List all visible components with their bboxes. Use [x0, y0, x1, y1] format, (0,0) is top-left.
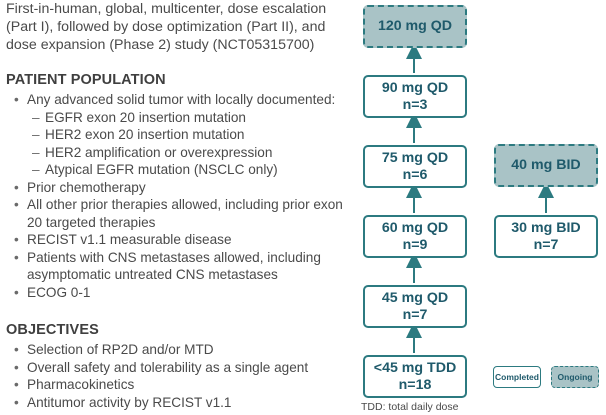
cohort-60-qd: 60 mg QD n=9	[363, 215, 467, 258]
cohort-n: n=3	[402, 96, 428, 113]
cohort-90-qd: 90 mg QD n=3	[363, 75, 467, 118]
study-description: First-in-human, global, multicenter, dos…	[6, 1, 327, 53]
cohort-dose: 30 mg BID	[511, 219, 581, 236]
cohort-n: n=6	[402, 166, 428, 183]
footnote: TDD: total daily dose	[361, 401, 459, 413]
cohort-dose: 45 mg QD	[381, 289, 449, 306]
list-item: Selection of RP2D and/or MTD	[14, 341, 354, 359]
sub-list-item: HER2 exon 20 insertion mutation	[14, 126, 354, 144]
cohort-dose: 90 mg QD	[381, 79, 449, 96]
cohort-45-qd: 45 mg QD n=7	[363, 285, 467, 328]
list-item: Pharmacokinetics	[14, 376, 354, 394]
cohort-40-bid: 40 mg BID	[494, 144, 598, 187]
sub-list-item: HER2 amplification or overexpression	[14, 144, 354, 162]
cohort-dose: 120 mg QD	[377, 18, 453, 34]
list-item: RECIST v1.1 measurable disease	[14, 231, 354, 249]
list-item: Prior chemotherapy	[14, 179, 354, 197]
cohort-dose: 40 mg BID	[511, 157, 581, 173]
cohort-n: n=9	[402, 236, 428, 253]
objectives-list: Selection of RP2D and/or MTDOverall safe…	[14, 341, 354, 411]
legend-completed: Completed	[493, 366, 541, 388]
list-item: ECOG 0-1	[14, 284, 354, 302]
list-item: Overall safety and tolerability as a sin…	[14, 359, 354, 377]
cohort-120-qd: 120 mg QD	[363, 5, 467, 48]
cohort-dose: 75 mg QD	[381, 149, 449, 166]
objectives-title: OBJECTIVES	[6, 322, 99, 338]
cohort-dose: 60 mg QD	[381, 219, 449, 236]
legend-ongoing: Ongoing	[551, 366, 599, 388]
sub-list-item: Atypical EGFR mutation (NSCLC only)	[14, 161, 354, 179]
cohort-30-bid: 30 mg BID n=7	[494, 215, 598, 258]
cohort-75-qd: 75 mg QD n=6	[363, 145, 467, 188]
list-item: Any advanced solid tumor with locally do…	[14, 91, 354, 109]
sub-list-item: EGFR exon 20 insertion mutation	[14, 109, 354, 127]
cohort-n: n=18	[398, 376, 432, 393]
cohort-n: n=7	[402, 306, 428, 323]
cohort-dose: <45 mg TDD	[373, 359, 457, 376]
population-title: PATIENT POPULATION	[6, 72, 166, 88]
list-item: Patients with CNS metastases allowed, in…	[14, 249, 354, 284]
cohort-tdd: <45 mg TDD n=18	[363, 355, 467, 398]
list-item: All other prior therapies allowed, inclu…	[14, 196, 354, 231]
list-item: Antitumor activity by RECIST v1.1	[14, 394, 354, 412]
cohort-n: n=7	[533, 236, 559, 253]
population-list: Any advanced solid tumor with locally do…	[14, 91, 354, 301]
